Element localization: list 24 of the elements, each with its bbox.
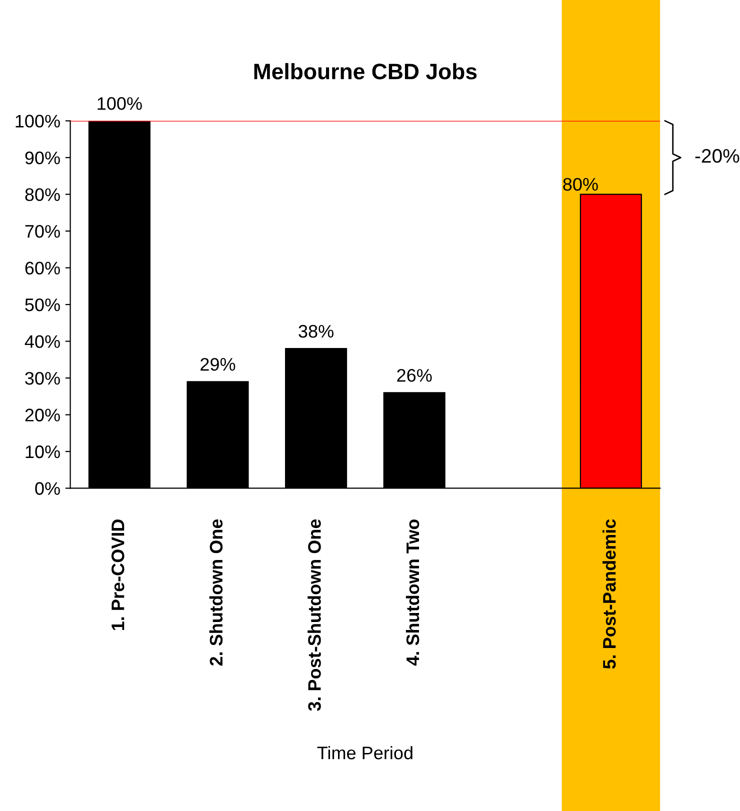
data-label: 26% [397,369,432,382]
data-label: 100% [98,97,142,110]
y-tick-label: 40% [24,335,60,348]
x-tick-label: 4. Shutdown Two [406,519,420,666]
x-tick-label: 3. Post-Shutdown One [308,519,321,711]
y-tick-label: 20% [25,408,60,422]
data-label: 29% [200,358,236,371]
y-tick-label: 10% [26,445,60,458]
y-tick-label: 80% [25,188,60,202]
x-tick-label: 1. Pre-COVID [112,520,124,630]
y-tick-label: 0% [35,482,60,495]
y-tick-label: 60% [25,262,60,275]
y-tick-label: 30% [25,372,60,385]
data-label: 38% [298,324,334,338]
y-tick-label: 90% [25,152,60,164]
y-tick-label: 100% [16,114,60,128]
x-tick-label: 2. Shutdown One [209,519,223,666]
text: -20% [695,149,740,163]
chart-title: Melbourne CBD Jobs [254,63,477,80]
x-tick-label: 5. Post-Pandemic [602,519,616,669]
x-axis-title: Time Period [317,746,412,760]
data-label: 80% [563,178,598,191]
y-tick-label: 50% [25,298,60,312]
y-tick-label: 70% [25,224,60,238]
